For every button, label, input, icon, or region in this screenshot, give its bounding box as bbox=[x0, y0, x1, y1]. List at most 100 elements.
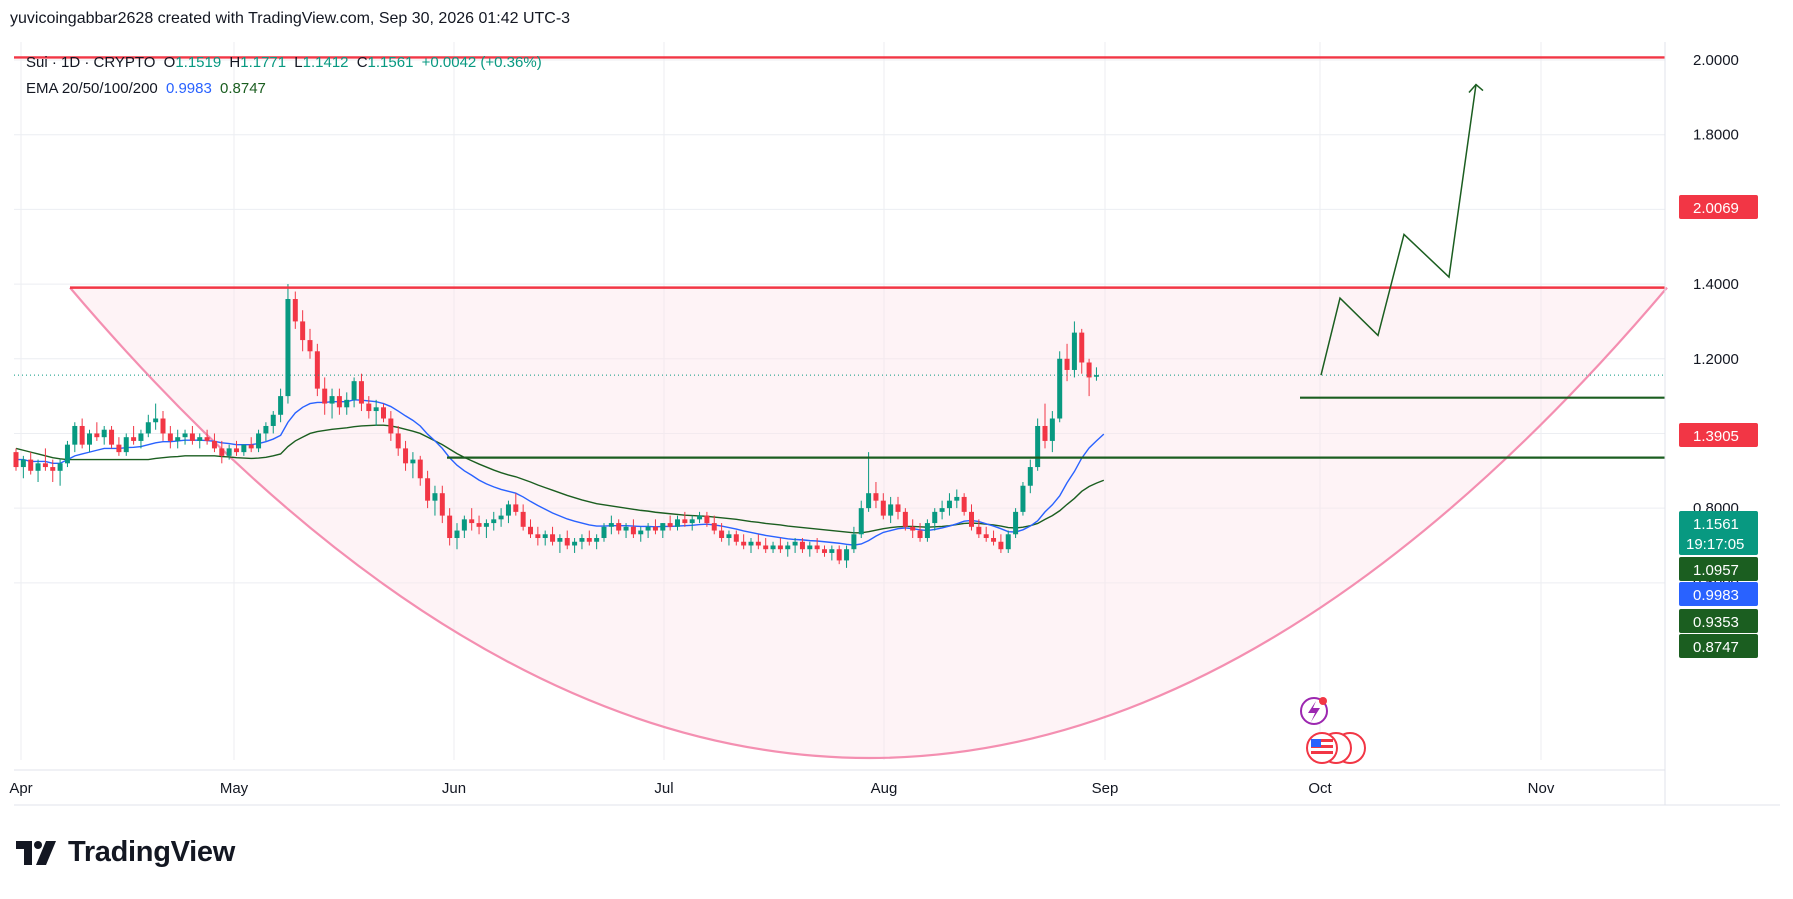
candle bbox=[285, 284, 291, 404]
symbol-name[interactable]: Sui · 1D · CRYPTO bbox=[26, 54, 156, 71]
candle bbox=[20, 455, 26, 479]
candle-body bbox=[961, 496, 967, 512]
candle bbox=[858, 500, 864, 539]
candle-body bbox=[858, 508, 864, 535]
candle-body bbox=[675, 519, 680, 527]
candle bbox=[1027, 459, 1033, 494]
candle bbox=[461, 515, 467, 539]
price-tick-label: 1.4000 bbox=[1693, 276, 1739, 293]
candle-body bbox=[204, 437, 210, 441]
candle-body bbox=[814, 545, 820, 550]
candle-body bbox=[248, 444, 254, 449]
candle bbox=[241, 444, 247, 456]
price-label[interactable]: 1.1561 19:17:05 bbox=[1679, 511, 1758, 555]
candle bbox=[542, 530, 548, 546]
price-label[interactable]: 1.3905 bbox=[1679, 423, 1758, 447]
candle bbox=[256, 429, 262, 453]
candle-body bbox=[476, 523, 482, 527]
candle-body bbox=[381, 407, 386, 419]
candle bbox=[954, 489, 960, 509]
candle-body bbox=[292, 299, 298, 322]
candle-body bbox=[461, 519, 467, 531]
price-tick-label: 2.0000 bbox=[1693, 52, 1739, 69]
candle bbox=[329, 388, 335, 419]
candle bbox=[432, 485, 438, 516]
candle bbox=[182, 429, 188, 445]
candle-body bbox=[145, 422, 151, 434]
price-label[interactable]: 1.0957 bbox=[1679, 557, 1758, 581]
candle-body bbox=[1020, 485, 1026, 512]
close-label: C bbox=[356, 54, 368, 71]
candle-body bbox=[748, 541, 754, 546]
candle-body bbox=[880, 500, 886, 516]
time-tick-label: Aug bbox=[871, 780, 898, 797]
candle bbox=[351, 377, 357, 408]
candle-body bbox=[50, 467, 56, 471]
candle bbox=[358, 373, 364, 412]
candle bbox=[491, 511, 497, 531]
price-label[interactable]: 0.8747 bbox=[1679, 634, 1758, 658]
tradingview-logo[interactable]: TradingView bbox=[16, 836, 235, 869]
candle-body bbox=[116, 444, 122, 453]
candle bbox=[991, 530, 997, 546]
price-label[interactable]: 0.9983 bbox=[1679, 582, 1758, 606]
candle bbox=[417, 455, 423, 486]
candle bbox=[87, 429, 92, 453]
candle bbox=[998, 534, 1004, 553]
candle bbox=[322, 377, 328, 415]
candle-body bbox=[689, 519, 695, 524]
candle bbox=[748, 538, 754, 553]
candle-body bbox=[189, 433, 195, 441]
high-label: H bbox=[229, 54, 241, 71]
candle bbox=[535, 526, 541, 546]
candle bbox=[836, 545, 842, 565]
ema-label[interactable]: EMA 20/50/100/200 bbox=[26, 80, 158, 97]
candle bbox=[822, 545, 827, 557]
candle bbox=[755, 534, 761, 550]
candle-body bbox=[87, 433, 92, 445]
tradingview-logo-text: TradingView bbox=[68, 836, 235, 868]
candle-body bbox=[873, 493, 879, 501]
candle bbox=[336, 388, 342, 415]
candle-body bbox=[888, 504, 894, 516]
candle bbox=[623, 523, 629, 539]
candle-body bbox=[733, 534, 739, 542]
candle-body bbox=[704, 515, 710, 524]
candle bbox=[145, 414, 151, 438]
candle-body bbox=[902, 511, 908, 527]
event-flash-icon[interactable] bbox=[1300, 697, 1328, 725]
candle-body bbox=[946, 500, 952, 509]
candle bbox=[1005, 530, 1011, 553]
candle-body bbox=[1042, 425, 1048, 441]
tradingview-logo-icon bbox=[16, 840, 56, 865]
candle bbox=[116, 437, 122, 456]
candle bbox=[57, 459, 63, 486]
candle-body bbox=[726, 534, 732, 539]
price-label-text: 2.0069 bbox=[1693, 200, 1739, 217]
us-flag-events-icon[interactable] bbox=[1306, 732, 1366, 764]
candle-body bbox=[388, 418, 394, 434]
candle bbox=[395, 425, 401, 456]
price-label-bg bbox=[1679, 511, 1758, 555]
price-label[interactable]: 2.0069 bbox=[1679, 195, 1758, 219]
candle bbox=[528, 519, 533, 539]
candle bbox=[807, 541, 813, 557]
open-label: O bbox=[163, 54, 176, 71]
candle bbox=[924, 519, 930, 542]
candle-body bbox=[138, 433, 144, 441]
candle bbox=[1071, 321, 1077, 378]
candle bbox=[483, 519, 489, 539]
candle bbox=[675, 515, 680, 531]
candle-body bbox=[483, 523, 489, 527]
candle-body bbox=[601, 526, 607, 539]
price-label[interactable]: 0.9353 bbox=[1679, 609, 1758, 633]
price-label-bg bbox=[1679, 582, 1758, 606]
candle bbox=[270, 411, 276, 434]
price-tick-label: 1.2000 bbox=[1693, 351, 1739, 368]
candle-body bbox=[822, 549, 827, 553]
candle-body bbox=[711, 523, 717, 531]
price-label-bg bbox=[1679, 195, 1758, 219]
symbol-legend: Sui · 1D · CRYPTO O1.1519 H1.1771 L1.141… bbox=[26, 54, 546, 71]
candle bbox=[439, 485, 445, 524]
